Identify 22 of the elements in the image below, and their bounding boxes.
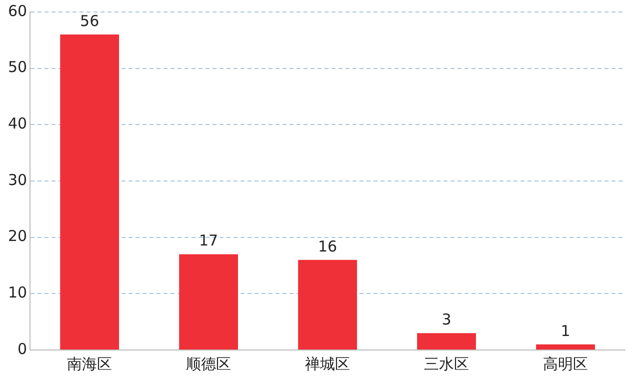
y-tick-label: 10	[8, 284, 28, 302]
y-tick-label: 0	[18, 340, 28, 358]
y-tick-label: 20	[8, 227, 28, 246]
data-label: 56	[80, 12, 100, 30]
bar	[298, 260, 357, 350]
data-label: 1	[560, 322, 570, 340]
y-tick-label: 50	[8, 58, 28, 76]
x-tick-label: 顺德区	[186, 354, 232, 373]
y-tick-label: 30	[8, 170, 28, 189]
bar	[60, 34, 120, 350]
x-tick-label: 高明区	[543, 354, 588, 373]
bar	[417, 333, 476, 350]
x-tick-label: 南海区	[67, 354, 112, 373]
bar	[179, 254, 238, 350]
y-tick-label: 60	[8, 2, 28, 20]
x-tick-label: 三水区	[424, 354, 470, 373]
data-label: 3	[442, 310, 452, 328]
y-tick-label: 40	[8, 114, 28, 133]
x-tick-label: 禅城区	[305, 354, 350, 373]
bar	[536, 344, 595, 350]
data-label: 16	[318, 237, 338, 256]
data-label: 17	[199, 232, 218, 250]
